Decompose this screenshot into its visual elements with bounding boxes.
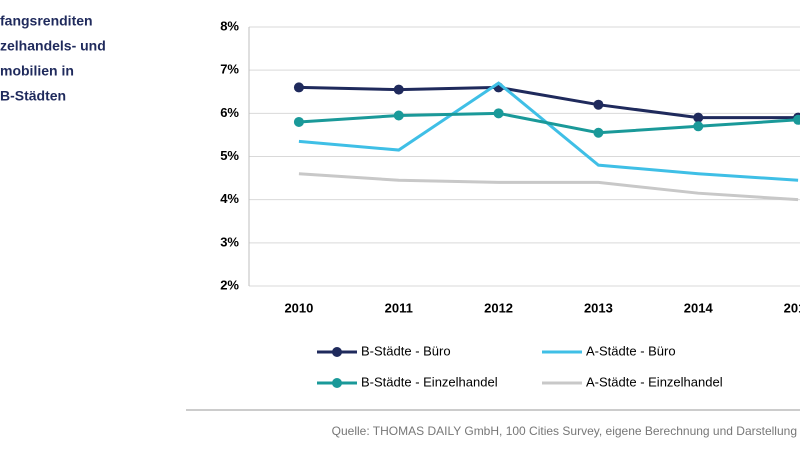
series-line: [298, 81, 799, 182]
series-line: [298, 172, 799, 202]
point: [793, 114, 800, 125]
x-tick-label: 2011: [385, 300, 413, 315]
point: [293, 82, 304, 93]
chart-title: B-Städten: [0, 88, 66, 104]
series-line: [298, 111, 799, 135]
point: [393, 84, 404, 95]
x-tick-label: 2012: [484, 300, 513, 315]
legend-label: B-Städte - Einzelhandel: [361, 374, 498, 389]
legend-marker: [332, 347, 342, 357]
chart-title: zelhandels- und: [0, 38, 106, 54]
chart-title: mobilien in: [0, 63, 74, 79]
point: [593, 127, 604, 138]
y-tick-label: 6%: [220, 105, 239, 120]
point: [493, 108, 504, 119]
x-tick-label: 2015: [784, 300, 800, 315]
x-tick-label: 2010: [284, 300, 313, 315]
point: [393, 110, 404, 121]
point: [693, 112, 704, 123]
chart-title: fangsrenditen: [0, 13, 93, 29]
point: [693, 121, 704, 132]
legend-label: A-Städte - Büro: [586, 343, 676, 358]
y-tick-label: 7%: [220, 62, 239, 77]
point: [593, 99, 604, 110]
x-tick-label: 2014: [684, 300, 714, 315]
source: Quelle: THOMAS DAILY GmbH, 100 Cities Su…: [332, 424, 797, 438]
y-tick-label: 2%: [220, 277, 239, 292]
series-line: [298, 85, 799, 120]
y-tick-label: 3%: [220, 234, 239, 249]
legend-marker: [332, 378, 342, 388]
legend-label: B-Städte - Büro: [361, 343, 451, 358]
point: [293, 116, 304, 127]
y-tick-label: 8%: [220, 18, 239, 33]
y-tick-label: 5%: [220, 148, 239, 163]
legend-label: A-Städte - Einzelhandel: [586, 374, 723, 389]
y-tick-label: 4%: [220, 191, 239, 206]
x-tick-label: 2013: [584, 300, 613, 315]
